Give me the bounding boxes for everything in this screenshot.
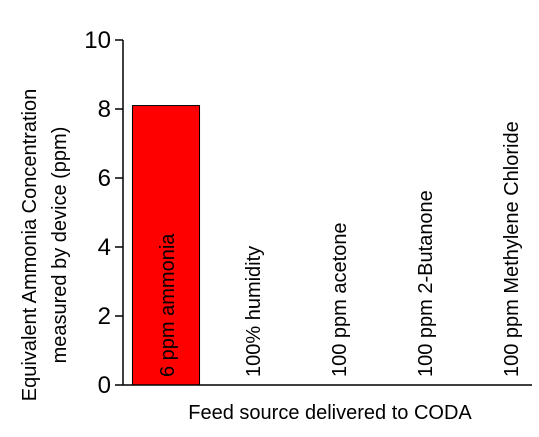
y-tick-label: 6: [98, 165, 111, 192]
y-tick-label: 0: [98, 372, 111, 399]
category-label: 6 ppm ammonia: [157, 233, 179, 377]
y-axis-label: measured by device (ppm): [49, 127, 71, 364]
y-tick-label: 8: [98, 96, 111, 123]
y-tick-label: 10: [84, 27, 111, 54]
x-axis-label: Feed source delivered to CODA: [188, 402, 472, 424]
category-label: 100% humidity: [243, 246, 265, 377]
bar: [131, 105, 201, 386]
category-label: 100 ppm Methylene Chloride: [501, 121, 523, 377]
category-label: 100 ppm 2-Butanone: [415, 190, 437, 377]
y-tick-label: 2: [98, 303, 111, 330]
y-tick-label: 4: [98, 234, 111, 261]
category-label: 100 ppm acetone: [329, 222, 351, 377]
y-axis-label: Equivalent Ammonia Concentration: [19, 89, 41, 401]
